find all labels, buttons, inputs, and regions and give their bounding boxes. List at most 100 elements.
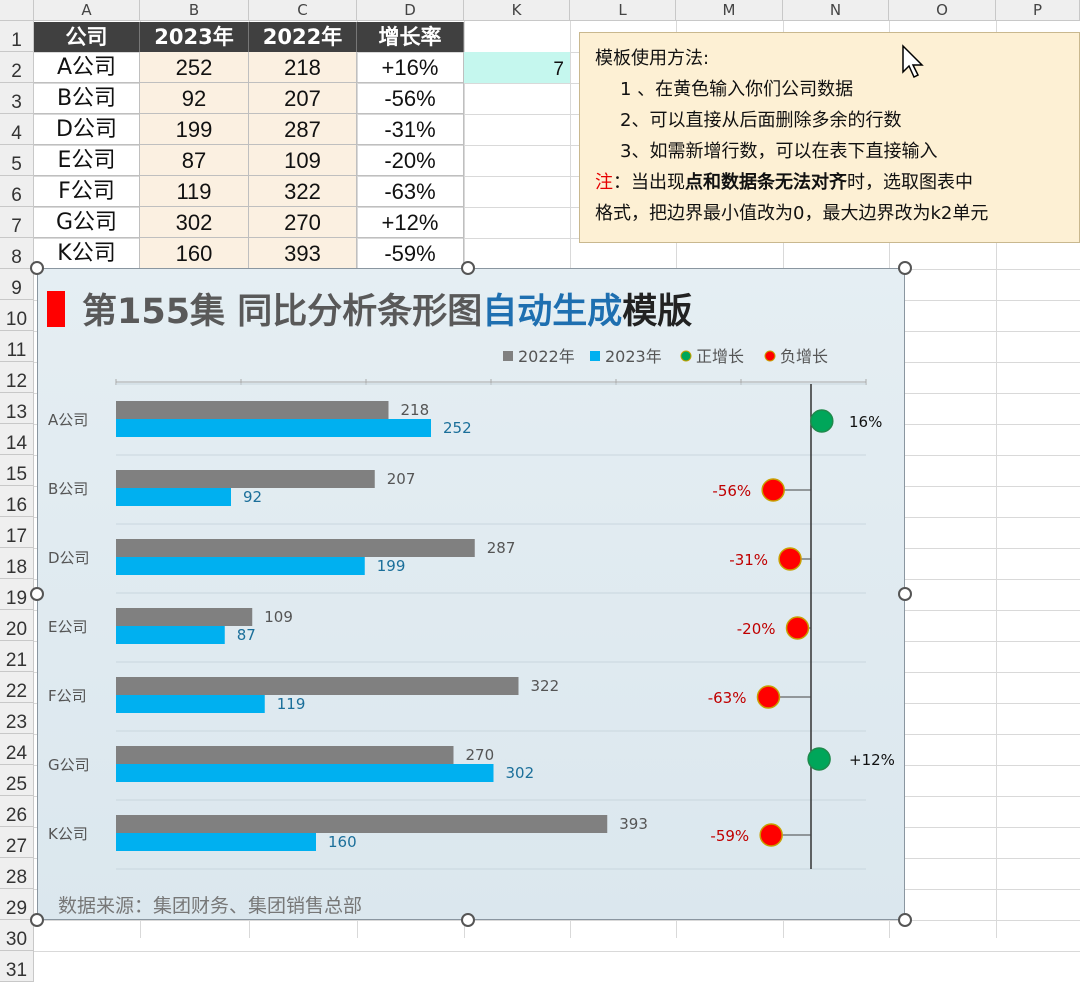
legend-marker-2 [680, 350, 692, 362]
table-cell-value-2022[interactable]: 322 [249, 176, 357, 207]
table-cell-value-2023[interactable]: 160 [140, 238, 249, 269]
table-cell-growth[interactable]: -63% [357, 176, 464, 207]
table-header-growth[interactable]: 增长率 [357, 22, 464, 52]
row-header-5[interactable]: 5 [0, 145, 34, 176]
resize-handle-bottom[interactable] [461, 913, 475, 927]
table-cell-company[interactable]: F公司 [34, 176, 140, 207]
row-header-20[interactable]: 20 [0, 610, 34, 641]
table-cell-value-2023[interactable]: 252 [140, 52, 249, 83]
note-line-4b: 时，选取图表中 [847, 172, 973, 193]
row-header-16[interactable]: 16 [0, 486, 34, 517]
row-header-24[interactable]: 24 [0, 734, 34, 765]
col-header-n[interactable]: N [783, 0, 889, 21]
row-header-2[interactable]: 2 [0, 52, 34, 83]
col-header-a[interactable]: A [34, 0, 140, 21]
table-cell-company[interactable]: E公司 [34, 145, 140, 176]
row-header-21[interactable]: 21 [0, 641, 34, 672]
resize-handle-top[interactable] [461, 261, 475, 275]
col-header-o[interactable]: O [889, 0, 996, 21]
row-header-30[interactable]: 30 [0, 920, 34, 951]
table-cell-value-2023[interactable]: 302 [140, 207, 249, 238]
row-header-12[interactable]: 12 [0, 362, 34, 393]
table-cell-company[interactable]: D公司 [34, 114, 140, 145]
data-label-2023: 160 [328, 833, 357, 851]
resize-handle-bottom-right[interactable] [898, 913, 912, 927]
row-header-10[interactable]: 10 [0, 300, 34, 331]
row-header-1[interactable]: 1 [0, 21, 34, 52]
table-cell-value-2023[interactable]: 87 [140, 145, 249, 176]
grid-line [34, 83, 1080, 84]
row-header-14[interactable]: 14 [0, 424, 34, 455]
table-cell-growth[interactable]: -31% [357, 114, 464, 145]
row-header-18[interactable]: 18 [0, 548, 34, 579]
growth-label: -20% [737, 620, 776, 638]
col-header-c[interactable]: C [249, 0, 357, 21]
row-header-4[interactable]: 4 [0, 114, 34, 145]
table-cell-company[interactable]: B公司 [34, 83, 140, 114]
row-header-8[interactable]: 8 [0, 238, 34, 269]
table-cell-growth[interactable]: -59% [357, 238, 464, 269]
row-header-29[interactable]: 29 [0, 889, 34, 920]
row-header-15[interactable]: 15 [0, 455, 34, 486]
table-cell-value-2022[interactable]: 270 [249, 207, 357, 238]
table-cell-value-2023[interactable]: 92 [140, 83, 249, 114]
category-label: K公司 [48, 825, 88, 843]
row-header-6[interactable]: 6 [0, 176, 34, 207]
row-header-19[interactable]: 19 [0, 579, 34, 610]
table-cell-value-2023[interactable]: 199 [140, 114, 249, 145]
table-cell-company[interactable]: A公司 [34, 52, 140, 83]
col-header-k[interactable]: K [464, 0, 570, 21]
row-header-3[interactable]: 3 [0, 83, 34, 114]
row-header-17[interactable]: 17 [0, 517, 34, 548]
col-header-d[interactable]: D [357, 0, 464, 21]
table-cell-value-2022[interactable]: 287 [249, 114, 357, 145]
table-cell-company[interactable]: G公司 [34, 207, 140, 238]
table-cell-growth[interactable]: +12% [357, 207, 464, 238]
table-cell-company[interactable]: K公司 [34, 238, 140, 269]
table-cell-value-2022[interactable]: 109 [249, 145, 357, 176]
table-header-2022[interactable]: 2022年 [249, 22, 357, 52]
table-header-2023[interactable]: 2023年 [140, 22, 249, 52]
chart-area[interactable]: 第155集 同比分析条形图自动生成模版 2022年 2023年 正增长 负增长 A公司 21… [37, 268, 905, 920]
resize-handle-right[interactable] [898, 587, 912, 601]
instructions-note[interactable]: 模板使用方法: 1 、在黄色输入你们公司数据 2、可以直接从后面删除多余的行数 … [579, 32, 1080, 243]
row-header-13[interactable]: 13 [0, 393, 34, 424]
row-header-9[interactable]: 9 [0, 269, 34, 300]
row-header-22[interactable]: 22 [0, 672, 34, 703]
row-header-27[interactable]: 27 [0, 827, 34, 858]
positive-growth-marker [807, 747, 831, 771]
resize-handle-left[interactable] [30, 587, 44, 601]
table-cell-value-2022[interactable]: 207 [249, 83, 357, 114]
table-cell-value-2023[interactable]: 119 [140, 176, 249, 207]
table-cell-growth[interactable]: -56% [357, 83, 464, 114]
bar-2023 [116, 833, 316, 851]
col-header-l[interactable]: L [570, 0, 676, 21]
cell-k2[interactable]: 7 [464, 52, 570, 83]
chart-source: 数据来源：集团财务、集团销售总部 [58, 895, 362, 917]
table-cell-value-2022[interactable]: 218 [249, 52, 357, 83]
col-header-m[interactable]: M [676, 0, 783, 21]
col-header-b[interactable]: B [140, 0, 249, 21]
table-cell-value-2022[interactable]: 393 [249, 238, 357, 269]
bar-2022 [116, 677, 519, 695]
row-header-31[interactable]: 31 [0, 951, 34, 982]
resize-handle-top-right[interactable] [898, 261, 912, 275]
data-label-2023: 199 [377, 557, 406, 575]
table-cell-growth[interactable]: +16% [357, 52, 464, 83]
category-label: F公司 [48, 687, 87, 705]
row-header-7[interactable]: 7 [0, 207, 34, 238]
row-header-28[interactable]: 28 [0, 858, 34, 889]
data-label-2023: 302 [506, 764, 535, 782]
row-header-23[interactable]: 23 [0, 703, 34, 734]
select-all-corner[interactable] [0, 0, 34, 21]
row-header-25[interactable]: 25 [0, 765, 34, 796]
bar-2022 [116, 746, 454, 764]
row-header-11[interactable]: 11 [0, 331, 34, 362]
col-header-p[interactable]: P [996, 0, 1080, 21]
row-header-26[interactable]: 26 [0, 796, 34, 827]
resize-handle-bottom-left[interactable] [30, 913, 44, 927]
table-cell-growth[interactable]: -20% [357, 145, 464, 176]
table-header-company[interactable]: 公司 [34, 22, 140, 52]
data-label-2023: 252 [443, 419, 472, 437]
resize-handle-top-left[interactable] [30, 261, 44, 275]
